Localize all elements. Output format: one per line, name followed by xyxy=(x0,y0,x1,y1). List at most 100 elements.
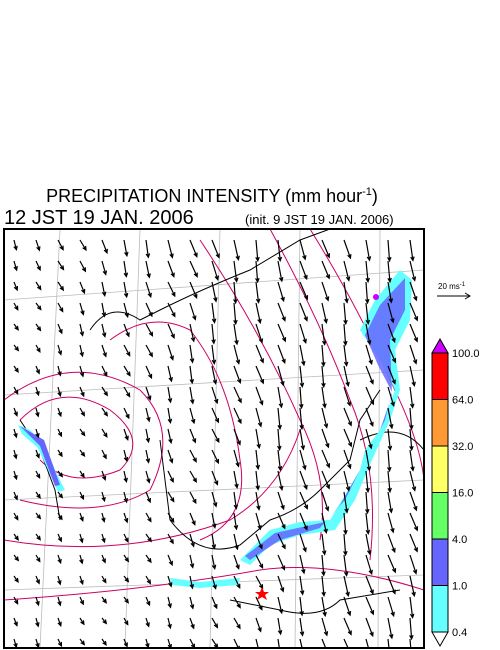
wind-arrow xyxy=(299,470,308,491)
wind-arrow xyxy=(409,533,418,553)
wind-arrow xyxy=(387,449,392,473)
wind-arrow xyxy=(255,491,261,511)
wind-arrow xyxy=(57,428,63,438)
wind-arrow xyxy=(101,302,107,318)
wind-arrow xyxy=(233,239,240,262)
wind-arrow xyxy=(211,512,217,529)
wind-arrow xyxy=(321,470,330,490)
wind-arrow xyxy=(387,554,397,574)
wind-arrow xyxy=(123,638,128,648)
wind-arrow xyxy=(123,491,128,504)
location-star xyxy=(255,587,269,600)
wind-arrow xyxy=(233,554,240,570)
wind-arrow xyxy=(409,281,418,302)
wind-arrow xyxy=(409,638,412,648)
wind-arrow xyxy=(57,638,63,648)
wind-arrow xyxy=(13,617,18,627)
wind-arrow xyxy=(321,638,327,648)
wind-arrow xyxy=(299,512,308,531)
wind-arrow xyxy=(277,512,286,530)
wind-arrow xyxy=(189,575,195,590)
wind-arrow xyxy=(13,323,19,331)
wind-arrow xyxy=(13,470,18,481)
wind-arrow xyxy=(79,638,86,646)
wind-arrow xyxy=(35,365,40,375)
wind-arrow xyxy=(343,281,349,304)
colorbar: 0.4 1.0 4.0 16.0 32.0 64.0 100.0 xyxy=(431,337,480,648)
wind-arrow xyxy=(35,617,40,628)
wind-arrow xyxy=(35,533,41,541)
wind-arrow xyxy=(321,449,331,469)
wind-arrow xyxy=(211,638,219,648)
wind-arrow xyxy=(145,533,152,543)
wind-arrow xyxy=(123,470,128,484)
wind-arrow xyxy=(13,281,19,292)
wind-arrow xyxy=(123,281,129,299)
wind-arrow xyxy=(189,638,196,648)
wind-arrow xyxy=(57,491,64,499)
wind-arrow xyxy=(57,386,62,398)
wind-arrow xyxy=(101,386,108,397)
wind-arrow xyxy=(101,617,108,625)
wind-arrow xyxy=(387,617,394,640)
wind-arrow xyxy=(387,323,396,344)
title-close: ) xyxy=(372,186,378,206)
wind-arrow xyxy=(13,638,18,648)
wind-arrow xyxy=(13,428,18,439)
wind-arrow xyxy=(101,323,107,338)
wind-arrow xyxy=(409,575,416,598)
wind-arrow xyxy=(387,260,392,284)
wind-arrow xyxy=(35,491,41,500)
wind-arrow xyxy=(233,533,239,551)
wind-arrow xyxy=(145,407,151,423)
wind-arrow xyxy=(277,596,284,615)
wind-arrow xyxy=(211,575,217,590)
wind-arrow xyxy=(365,344,373,366)
wind-arrow xyxy=(255,533,263,550)
wind-arrow xyxy=(365,533,372,556)
wind-arrow xyxy=(189,428,197,444)
wind-arrow xyxy=(409,407,414,431)
wind-arrow xyxy=(101,239,108,255)
wind-arrow xyxy=(123,365,131,377)
wind-arrow xyxy=(35,596,40,607)
wind-arrow xyxy=(277,554,286,571)
wind-arrow xyxy=(79,491,85,501)
wind-arrow xyxy=(365,428,373,450)
wind-arrow xyxy=(57,302,64,313)
wind-arrow xyxy=(255,407,263,428)
wind-arrow xyxy=(189,470,197,484)
wind-arrow xyxy=(101,260,108,276)
wind-arrow xyxy=(123,449,129,463)
wind-arrow xyxy=(211,491,218,508)
wind-arrow xyxy=(189,512,196,526)
wind-arrow xyxy=(277,428,282,451)
wind-arrow xyxy=(321,512,328,535)
wind-arrow xyxy=(189,617,195,630)
wind-arrow xyxy=(35,638,40,648)
wind-arrow xyxy=(211,533,217,550)
wind-arrow xyxy=(35,344,41,353)
colorbar-segment xyxy=(431,492,449,540)
wind-arrow xyxy=(409,428,414,452)
wind-arrow xyxy=(233,281,238,305)
wind-arrow xyxy=(145,365,153,380)
wind-arrow xyxy=(57,449,63,458)
wind-arrow xyxy=(79,617,85,626)
wind-arrow xyxy=(101,638,107,646)
wind-arrow xyxy=(343,554,349,577)
wind-arrow xyxy=(233,512,239,531)
wind-arrow xyxy=(321,323,327,346)
wind-arrow xyxy=(343,512,348,536)
wind-arrow xyxy=(255,302,262,325)
wind-arrow xyxy=(101,491,106,503)
vector-legend-arrow xyxy=(437,292,471,300)
colorbar-segment xyxy=(431,538,449,586)
wind-arrow xyxy=(145,302,153,318)
wind-arrow xyxy=(123,386,131,398)
wind-arrow xyxy=(211,596,218,610)
wind-arrow xyxy=(277,449,283,472)
wind-arrow xyxy=(167,386,173,404)
wind-arrow xyxy=(145,428,151,444)
